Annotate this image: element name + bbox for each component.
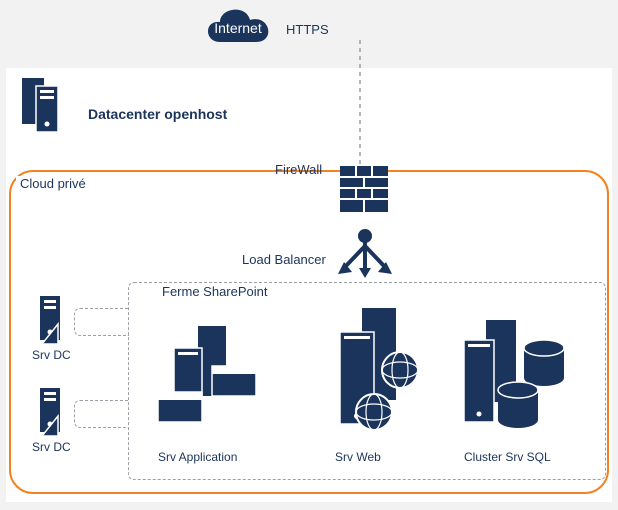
srv-application-icon (158, 326, 268, 432)
firewall-icon (340, 166, 388, 212)
cloud-prive-label: Cloud privé (16, 176, 90, 191)
diagram-canvas: Internet HTTPS Datacenter openhost Cloud… (0, 0, 618, 510)
srv-application-label: Srv Application (158, 450, 237, 464)
sharepoint-farm-title: Ferme SharePoint (158, 284, 272, 299)
srv-dc-icon-2 (32, 388, 72, 436)
https-label: HTTPS (286, 22, 329, 37)
load-balancer-icon (338, 224, 392, 278)
internet-label: Internet (198, 20, 278, 36)
srv-dc-label-2: Srv DC (32, 440, 71, 454)
srv-web-icon (326, 308, 424, 432)
srv-sql-label: Cluster Srv SQL (464, 450, 551, 464)
datacenter-cluster-icon (16, 78, 80, 136)
srv-dc-label-1: Srv DC (32, 348, 71, 362)
srv-dc-icon-1 (32, 296, 72, 344)
load-balancer-label: Load Balancer (242, 252, 326, 267)
srv-sql-icon (456, 320, 574, 432)
dc1-connector (74, 308, 129, 336)
firewall-label: FireWall (275, 162, 322, 177)
srv-web-label: Srv Web (335, 450, 381, 464)
dc2-connector (74, 400, 129, 428)
datacenter-title: Datacenter openhost (88, 106, 227, 122)
